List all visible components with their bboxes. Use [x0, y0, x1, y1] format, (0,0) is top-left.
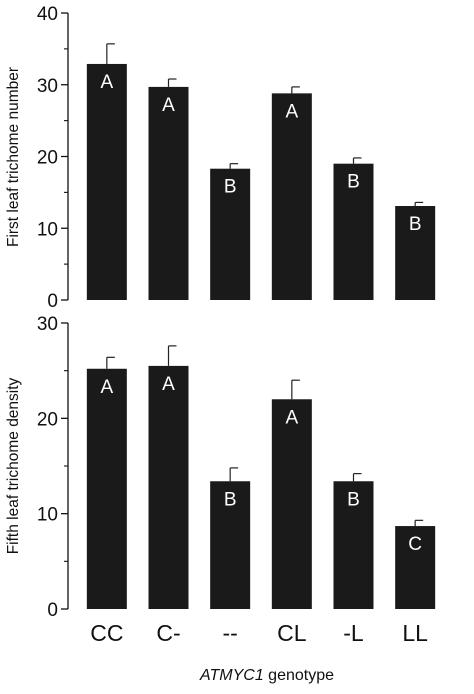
group-letter: B — [347, 489, 360, 510]
x-axis-label-italic: ATMYC1 — [199, 667, 264, 684]
y-tick-label: 20 — [37, 148, 58, 169]
y-tick-label: 0 — [47, 600, 58, 621]
group-letter: A — [285, 407, 298, 428]
x-axis-label-rest: genotype — [264, 667, 334, 684]
x-tick-label: CL — [277, 620, 307, 646]
x-tick-label: -- — [223, 620, 238, 646]
group-letter: A — [162, 95, 175, 116]
x-tick-label: -L — [343, 620, 364, 646]
x-tick-label: C- — [156, 620, 180, 646]
group-letter: A — [100, 72, 113, 93]
group-letter: B — [224, 489, 237, 510]
bar-CL — [271, 93, 312, 300]
x-tick-label: LL — [402, 620, 428, 646]
y-tick-label: 0 — [47, 291, 58, 312]
group-letter: B — [347, 172, 360, 193]
group-letter: C — [408, 534, 422, 555]
y-tick-label: 40 — [37, 4, 58, 25]
bar--- — [210, 168, 251, 300]
bar--L — [333, 163, 374, 300]
x-tick-label: CC — [90, 620, 123, 646]
bar-LL — [395, 206, 436, 300]
bar-LL — [395, 526, 436, 609]
group-letter: B — [409, 214, 422, 235]
group-letter: B — [224, 177, 237, 198]
bar--- — [210, 481, 251, 609]
y-axis-label: First leaf trichome number — [5, 67, 22, 247]
bar-C- — [148, 365, 189, 609]
bar--L — [333, 481, 374, 609]
bar-C- — [148, 86, 189, 300]
y-tick-label: 30 — [37, 314, 58, 335]
y-tick-label: 20 — [37, 409, 58, 430]
y-axis-label: Fifth leaf trichome density — [5, 377, 22, 554]
shared-x-axis-label: ATMYC1 genotype — [199, 667, 334, 684]
top-panel: 0 10 20 30 40 First leaf trichome number A A B A B… — [5, 4, 436, 312]
group-letter: A — [162, 374, 175, 395]
group-letter: A — [285, 101, 298, 122]
bar-CC — [86, 368, 127, 609]
group-letter: A — [100, 377, 113, 398]
y-tick-label: 10 — [37, 505, 58, 526]
y-tick-label: 10 — [37, 219, 58, 240]
y-tick-label: 30 — [37, 76, 58, 97]
bar-CL — [271, 399, 312, 609]
bar-CC — [86, 63, 127, 300]
